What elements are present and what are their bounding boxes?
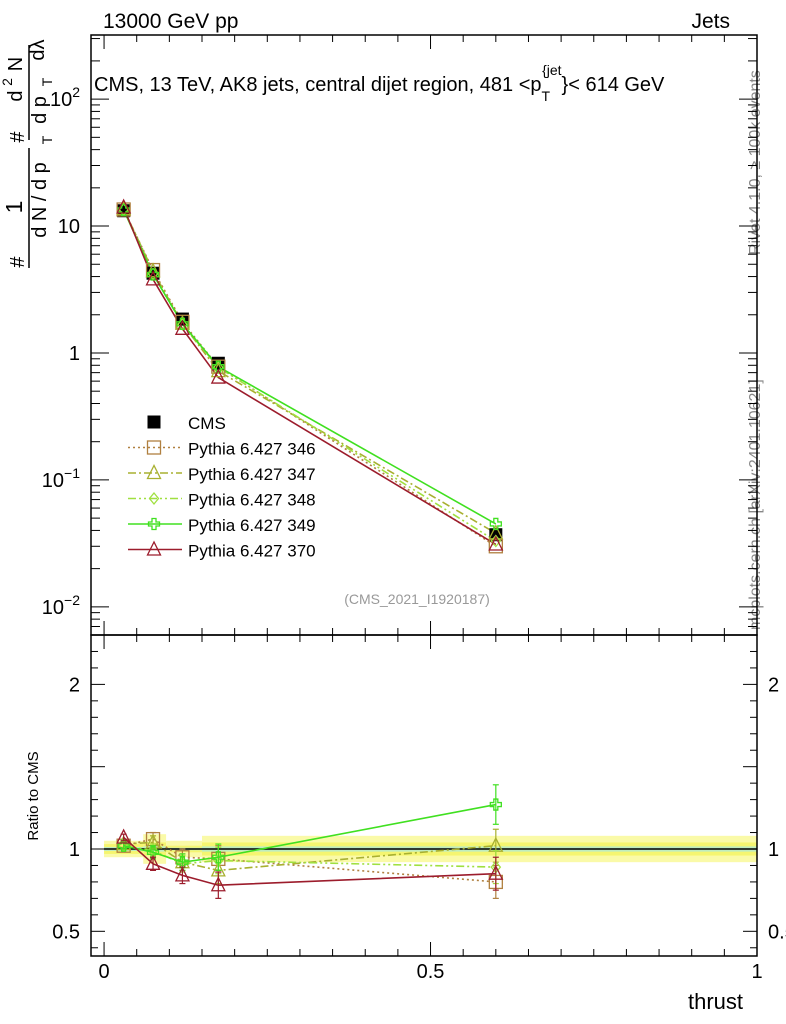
data-point [146, 268, 160, 281]
y-tick-label: 10−2 [42, 592, 80, 619]
y-tick-text: 10 [58, 216, 80, 238]
legend-label: CMS [188, 414, 226, 433]
ratio-line [123, 838, 496, 883]
legend-label: Pythia 6.427 347 [188, 465, 316, 484]
y-tick-text: 10−2 [42, 592, 80, 619]
legend-marker [146, 464, 162, 480]
legend-label: Pythia 6.427 348 [188, 491, 316, 510]
ylabel-dlambda: dλ [27, 39, 49, 60]
legend-marker [147, 517, 161, 531]
main-series [116, 198, 504, 554]
data-point [145, 262, 161, 278]
y-tick-label: 1 [69, 343, 80, 365]
legend-item: Pythia 6.427 370 [128, 540, 316, 561]
data-point [174, 319, 190, 335]
x-tick-label: 1 [751, 961, 762, 983]
legend-marker [148, 491, 160, 506]
y-tick-label: 10 [58, 216, 80, 238]
ylabel-n: N [5, 57, 27, 71]
ylabel-dn: d N / d p [29, 162, 51, 238]
data-point [488, 524, 504, 540]
data-point [210, 368, 226, 384]
ylabel-hash: # [7, 256, 29, 268]
data-point [176, 317, 189, 330]
ylabel-two: 2 [0, 78, 15, 86]
ratio-y-tick-label: 0.5 [52, 921, 80, 943]
legend-item: Pythia 6.427 347 [128, 464, 316, 484]
series-line-pythia-6-427-347 [122, 208, 497, 534]
ratio-y-tick-label-right: 1 [768, 839, 779, 861]
legend-marker [146, 440, 162, 455]
analysis-watermark: (CMS_2021_I1920187) [344, 591, 490, 607]
y-tick-text: 102 [50, 84, 80, 111]
ylabel-hash2: # [7, 131, 29, 143]
data-point [212, 360, 224, 374]
data-point [177, 317, 188, 331]
rivet-label: Rivet 4.1.0, ≥ 100k events [747, 70, 764, 255]
ratio-point [488, 864, 504, 880]
legend-marker [146, 540, 162, 556]
ratio-series [116, 784, 504, 899]
ratio-y-axis-label: Ratio to CMS [25, 751, 42, 840]
legend-item: Pythia 6.427 348 [128, 491, 316, 510]
ratio-point [145, 854, 161, 870]
ylabel-t: T [39, 135, 55, 144]
ratio-point [212, 851, 225, 864]
x-axis-label: thrust [688, 989, 743, 1014]
legend-item: CMS [147, 414, 226, 433]
ratio-frame [90, 634, 758, 957]
legend-label: Pythia 6.427 346 [188, 440, 316, 459]
data-point [212, 360, 225, 373]
y-ticks-main [91, 38, 757, 636]
main-y-axis-label: #1 d N / d p T # d 2 Nd p Tdλ [0, 39, 55, 268]
x-ticks [103, 35, 758, 956]
data-point [490, 534, 502, 548]
ylabel-dp: d p [29, 96, 51, 124]
ratio-point [174, 866, 190, 882]
x-tick-label: 0 [98, 961, 109, 983]
ratio-point [210, 876, 226, 892]
data-point [488, 535, 504, 551]
ratio-point [117, 839, 130, 852]
data-point [116, 198, 132, 214]
ylabel-d: d [5, 90, 27, 101]
data-point [488, 539, 503, 554]
x-tick-label: 0.5 [417, 961, 445, 983]
mcplots-label: mcplots.cern.ch [arXiv:2401.10621] [747, 379, 764, 630]
ratio-point [489, 798, 502, 811]
legend-label: Pythia 6.427 370 [188, 542, 316, 561]
legend: CMS Pythia 6.427 346 Pythia 6.427 347 Pythi… [128, 414, 316, 561]
ylabel-one: 1 [1, 201, 27, 214]
data-point [117, 203, 130, 217]
legend-marker [147, 415, 161, 429]
data-point [145, 270, 161, 286]
legend-item: Pythia 6.427 349 [128, 516, 316, 535]
y-tick-label: 102 [50, 84, 80, 111]
y-ticks-ratio [91, 650, 757, 949]
ratio-line [123, 844, 496, 868]
ratio-point [116, 828, 132, 844]
data-point [210, 362, 226, 378]
y-tick-text: 10−1 [42, 465, 80, 492]
chart-title: CMS, 13 TeV, AK8 jets, central dijet reg… [94, 62, 665, 104]
ylabel-t2: T [39, 77, 55, 86]
ratio-y-tick-label-right: 2 [768, 674, 779, 696]
data-point [489, 517, 502, 531]
ratio-y-tick-label-right: 0.5 [768, 921, 786, 943]
header-right: Jets [691, 10, 730, 33]
ratio-y-tick-label: 2 [69, 674, 80, 696]
y-tick-label: 10−1 [42, 465, 80, 492]
legend-label: Pythia 6.427 349 [188, 516, 316, 535]
ratio-y-tick-label: 1 [69, 839, 80, 861]
y-tick-text: 1 [69, 343, 80, 365]
header-left: 13000 GeV pp [103, 10, 238, 33]
legend-item: Pythia 6.427 346 [128, 440, 316, 459]
